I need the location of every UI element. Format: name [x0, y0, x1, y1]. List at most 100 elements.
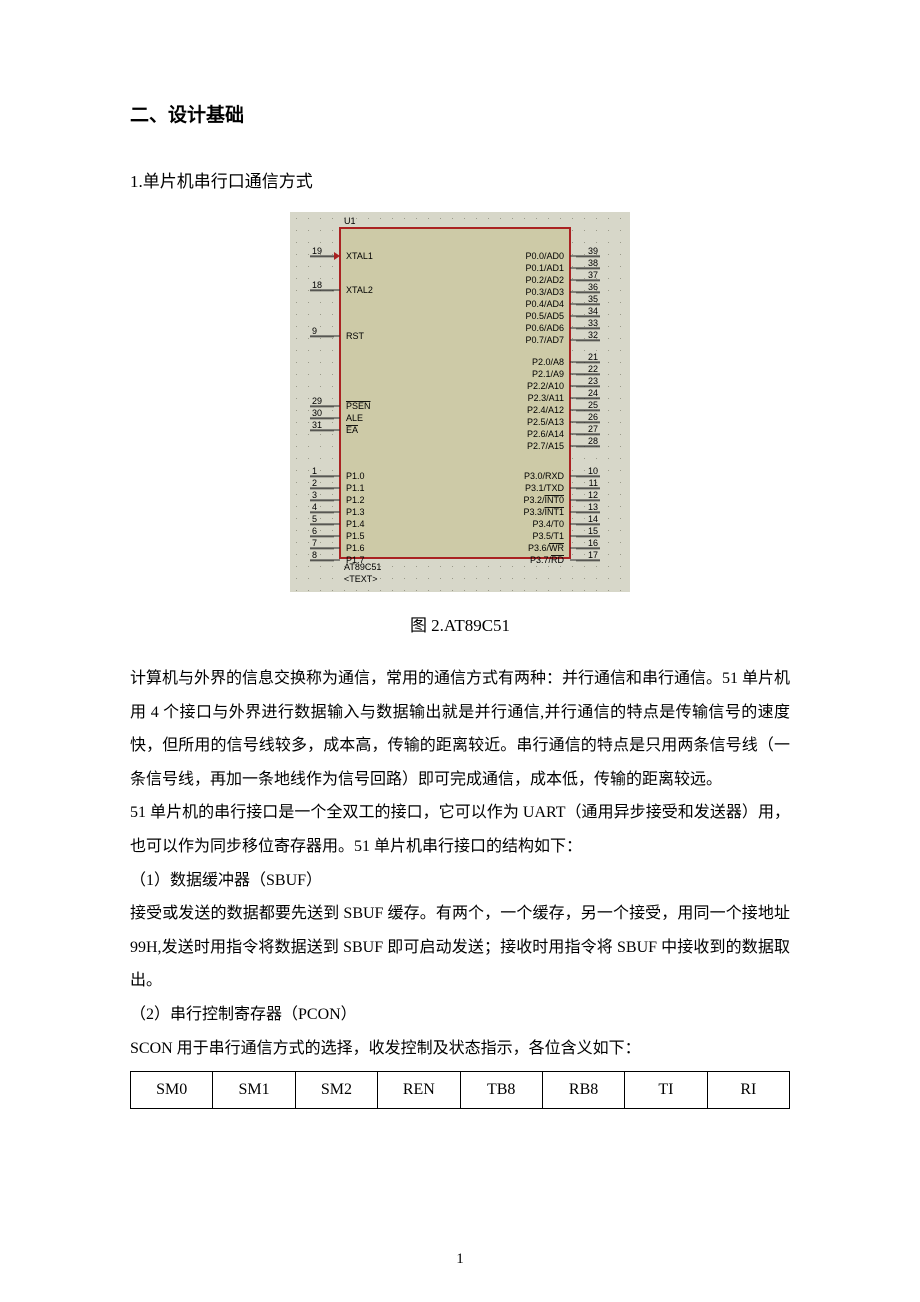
svg-text:PSEN: PSEN — [346, 401, 371, 411]
svg-text:25: 25 — [588, 400, 598, 410]
page: 二、设计基础 1.单片机串行口通信方式 U119XTAL118XTAL29RST… — [0, 0, 920, 1302]
svg-text:P3.2/INT0: P3.2/INT0 — [523, 495, 564, 505]
svg-text:P3.4/T0: P3.4/T0 — [532, 519, 564, 529]
svg-text:AT89C51: AT89C51 — [344, 562, 381, 572]
svg-text:EA: EA — [346, 425, 358, 435]
svg-text:27: 27 — [588, 424, 598, 434]
svg-text:18: 18 — [312, 280, 322, 290]
svg-text:P2.2/A10: P2.2/A10 — [527, 381, 564, 391]
svg-text:P3.0/RXD: P3.0/RXD — [524, 471, 565, 481]
paragraph-5: （2）串行控制寄存器（PCON） — [130, 1006, 357, 1023]
svg-text:P1.3: P1.3 — [346, 507, 365, 517]
svg-text:39: 39 — [588, 246, 598, 256]
svg-text:P3.6/WR: P3.6/WR — [528, 543, 565, 553]
scon-bit: SM1 — [213, 1072, 295, 1109]
paragraph-1: 计算机与外界的信息交换称为通信，常用的通信方式有两种：并行通信和串行通信。51 … — [130, 670, 790, 788]
paragraph-4: 接受或发送的数据都要先送到 SBUF 缓存。有两个，一个缓存，另一个接受，用同一… — [130, 905, 790, 989]
svg-text:P0.2/AD2: P0.2/AD2 — [525, 275, 564, 285]
svg-text:17: 17 — [588, 550, 598, 560]
scon-bit: RI — [707, 1072, 789, 1109]
svg-text:ALE: ALE — [346, 413, 363, 423]
svg-text:10: 10 — [588, 466, 598, 476]
svg-text:RST: RST — [346, 331, 365, 341]
body-text: 计算机与外界的信息交换称为通信，常用的通信方式有两种：并行通信和串行通信。51 … — [130, 662, 790, 1065]
svg-text:P2.3/A11: P2.3/A11 — [528, 393, 564, 403]
svg-text:22: 22 — [588, 364, 598, 374]
svg-text:P3.3/INT1: P3.3/INT1 — [523, 507, 564, 517]
svg-text:P1.6: P1.6 — [346, 543, 365, 553]
svg-text:P1.5: P1.5 — [346, 531, 365, 541]
svg-text:38: 38 — [588, 258, 598, 268]
svg-text:P1.1: P1.1 — [346, 483, 365, 493]
svg-text:P0.7/AD7: P0.7/AD7 — [525, 335, 564, 345]
svg-text:P1.4: P1.4 — [346, 519, 365, 529]
svg-text:36: 36 — [588, 282, 598, 292]
svg-text:P2.1/A9: P2.1/A9 — [532, 369, 564, 379]
svg-text:P0.4/AD4: P0.4/AD4 — [525, 299, 564, 309]
svg-text:26: 26 — [588, 412, 598, 422]
svg-text:35: 35 — [588, 294, 598, 304]
svg-text:P1.2: P1.2 — [346, 495, 365, 505]
scon-bit: TB8 — [460, 1072, 542, 1109]
svg-text:7: 7 — [312, 538, 317, 548]
svg-text:P3.7/RD: P3.7/RD — [530, 555, 565, 565]
svg-text:3: 3 — [312, 490, 317, 500]
svg-text:30: 30 — [312, 408, 322, 418]
svg-text:19: 19 — [312, 246, 322, 256]
svg-text:P2.7/A15: P2.7/A15 — [527, 441, 564, 451]
svg-text:29: 29 — [312, 396, 322, 406]
svg-text:34: 34 — [588, 306, 598, 316]
svg-text:24: 24 — [588, 388, 598, 398]
svg-text:XTAL1: XTAL1 — [346, 251, 373, 261]
svg-text:4: 4 — [312, 502, 317, 512]
svg-text:1: 1 — [312, 466, 317, 476]
svg-text:13: 13 — [588, 502, 598, 512]
svg-text:5: 5 — [312, 514, 317, 524]
svg-text:<TEXT>: <TEXT> — [344, 574, 378, 584]
svg-text:P0.1/AD1: P0.1/AD1 — [525, 263, 564, 273]
heading-serial-mode: 1.单片机串行口通信方式 — [130, 167, 790, 192]
paragraph-2: 51 单片机的串行接口是一个全双工的接口，它可以作为 UART（通用异步接受和发… — [130, 804, 790, 855]
svg-text:P0.0/AD0: P0.0/AD0 — [525, 251, 564, 261]
svg-text:33: 33 — [588, 318, 598, 328]
chip-diagram: U1 19 XTAL1 18 XTAL2 9 RST 29 PSEN 30 ALE 31 EA 1 P1.0… — [130, 212, 790, 597]
svg-text:XTAL2: XTAL2 — [346, 285, 373, 295]
svg-text:P0.6/AD6: P0.6/AD6 — [525, 323, 564, 333]
scon-bit: REN — [378, 1072, 460, 1109]
table-row: SM0 SM1 SM2 REN TB8 RB8 TI RI — [131, 1072, 790, 1109]
svg-text:U1: U1 — [344, 216, 356, 226]
svg-text:23: 23 — [588, 376, 598, 386]
scon-bits-table: SM0 SM1 SM2 REN TB8 RB8 TI RI — [130, 1071, 790, 1109]
svg-text:P0.5/AD5: P0.5/AD5 — [525, 311, 564, 321]
svg-text:21: 21 — [588, 352, 598, 362]
scon-bit: SM2 — [295, 1072, 377, 1109]
svg-text:9: 9 — [312, 326, 317, 336]
svg-text:31: 31 — [312, 420, 322, 430]
scon-bit: TI — [625, 1072, 707, 1109]
svg-text:P3.5/T1: P3.5/T1 — [532, 531, 564, 541]
svg-text:P2.0/A8: P2.0/A8 — [532, 357, 564, 367]
svg-text:P2.6/A14: P2.6/A14 — [527, 429, 564, 439]
svg-text:37: 37 — [588, 270, 598, 280]
svg-text:P0.3/AD3: P0.3/AD3 — [525, 287, 564, 297]
svg-text:11: 11 — [589, 478, 598, 488]
heading-design-basis: 二、设计基础 — [130, 100, 790, 127]
svg-text:15: 15 — [588, 526, 598, 536]
svg-text:32: 32 — [588, 330, 598, 340]
svg-text:16: 16 — [588, 538, 598, 548]
svg-text:14: 14 — [588, 514, 598, 524]
paragraph-3: （1）数据缓冲器（SBUF） — [130, 872, 322, 889]
svg-text:6: 6 — [312, 526, 317, 536]
svg-text:P2.5/A13: P2.5/A13 — [527, 417, 564, 427]
scon-bit: RB8 — [542, 1072, 624, 1109]
scon-bit: SM0 — [131, 1072, 213, 1109]
page-number: 1 — [0, 1251, 920, 1268]
svg-text:12: 12 — [588, 490, 598, 500]
chip-svg: U1 19 XTAL1 18 XTAL2 9 RST 29 PSEN 30 ALE 31 EA 1 P1.0… — [290, 212, 630, 592]
svg-text:28: 28 — [588, 436, 598, 446]
svg-text:P2.4/A12: P2.4/A12 — [527, 405, 564, 415]
svg-text:P3.1/TXD: P3.1/TXD — [525, 483, 565, 493]
svg-text:8: 8 — [312, 550, 317, 560]
svg-text:2: 2 — [312, 478, 317, 488]
svg-text:P1.0: P1.0 — [346, 471, 365, 481]
